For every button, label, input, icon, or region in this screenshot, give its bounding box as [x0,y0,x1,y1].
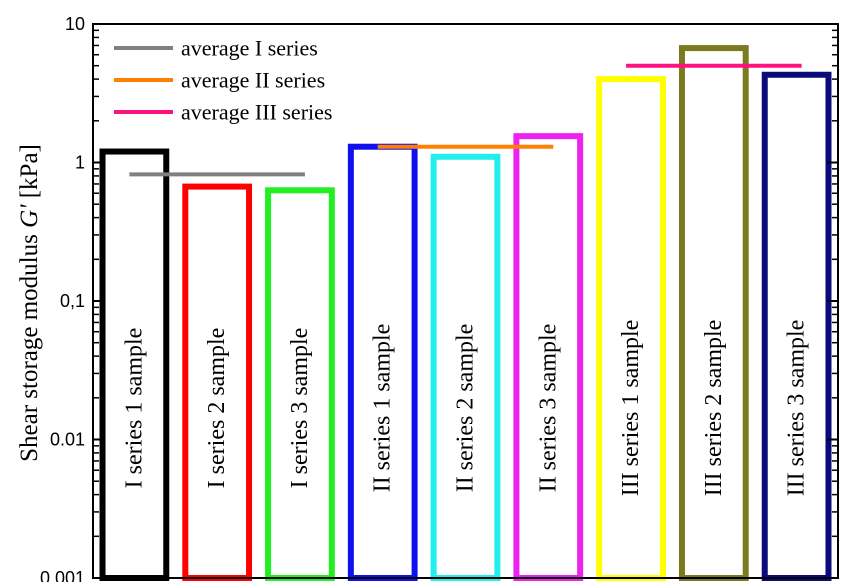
y-axis-label-symbol: G' [16,204,43,228]
bar-label-7: III series 1 sample [618,320,644,497]
bar-label-9: III series 3 sample [784,320,810,497]
legend: average I series average II series average… [114,36,332,125]
y-tick-label-1: 0.001 [40,568,85,582]
legend-label-1: average I series [181,36,318,61]
average-lines [129,63,802,177]
bar-label-2: I series 2 sample [204,328,230,489]
bar-label-6: II series 3 sample [535,324,561,493]
bar-label-1: I series 1 sample [121,328,147,489]
bar-label-5: II series 2 sample [453,324,479,493]
bar-label-8: III series 2 sample [701,320,727,497]
y-axis-ticks: 0.001 0.01 0,1 1 10 [40,14,838,582]
y-axis-label-main: Shear storage modulus [16,228,43,462]
y-tick-label-5: 10 [65,14,85,34]
legend-label-3: average III series [181,100,332,125]
y-tick-label-3: 0,1 [60,291,85,311]
y-axis-label: Shear storage modulus G' [kPa] [16,144,43,462]
bar-8 [678,45,749,582]
y-tick-label-2: 0.01 [50,430,85,450]
bar-label-3: I series 3 sample [287,328,313,489]
bar-label-4: II series 1 sample [370,324,396,493]
legend-label-2: average II series [181,68,325,93]
y-tick-label-4: 1 [75,153,85,173]
y-axis-label-unit: [kPa] [16,144,43,204]
bars: I series 1 sample I series 2 sample I seri… [99,45,832,582]
svg-text:Shear storage modulus G' [kPa]: Shear storage modulus G' [kPa] [16,144,43,462]
